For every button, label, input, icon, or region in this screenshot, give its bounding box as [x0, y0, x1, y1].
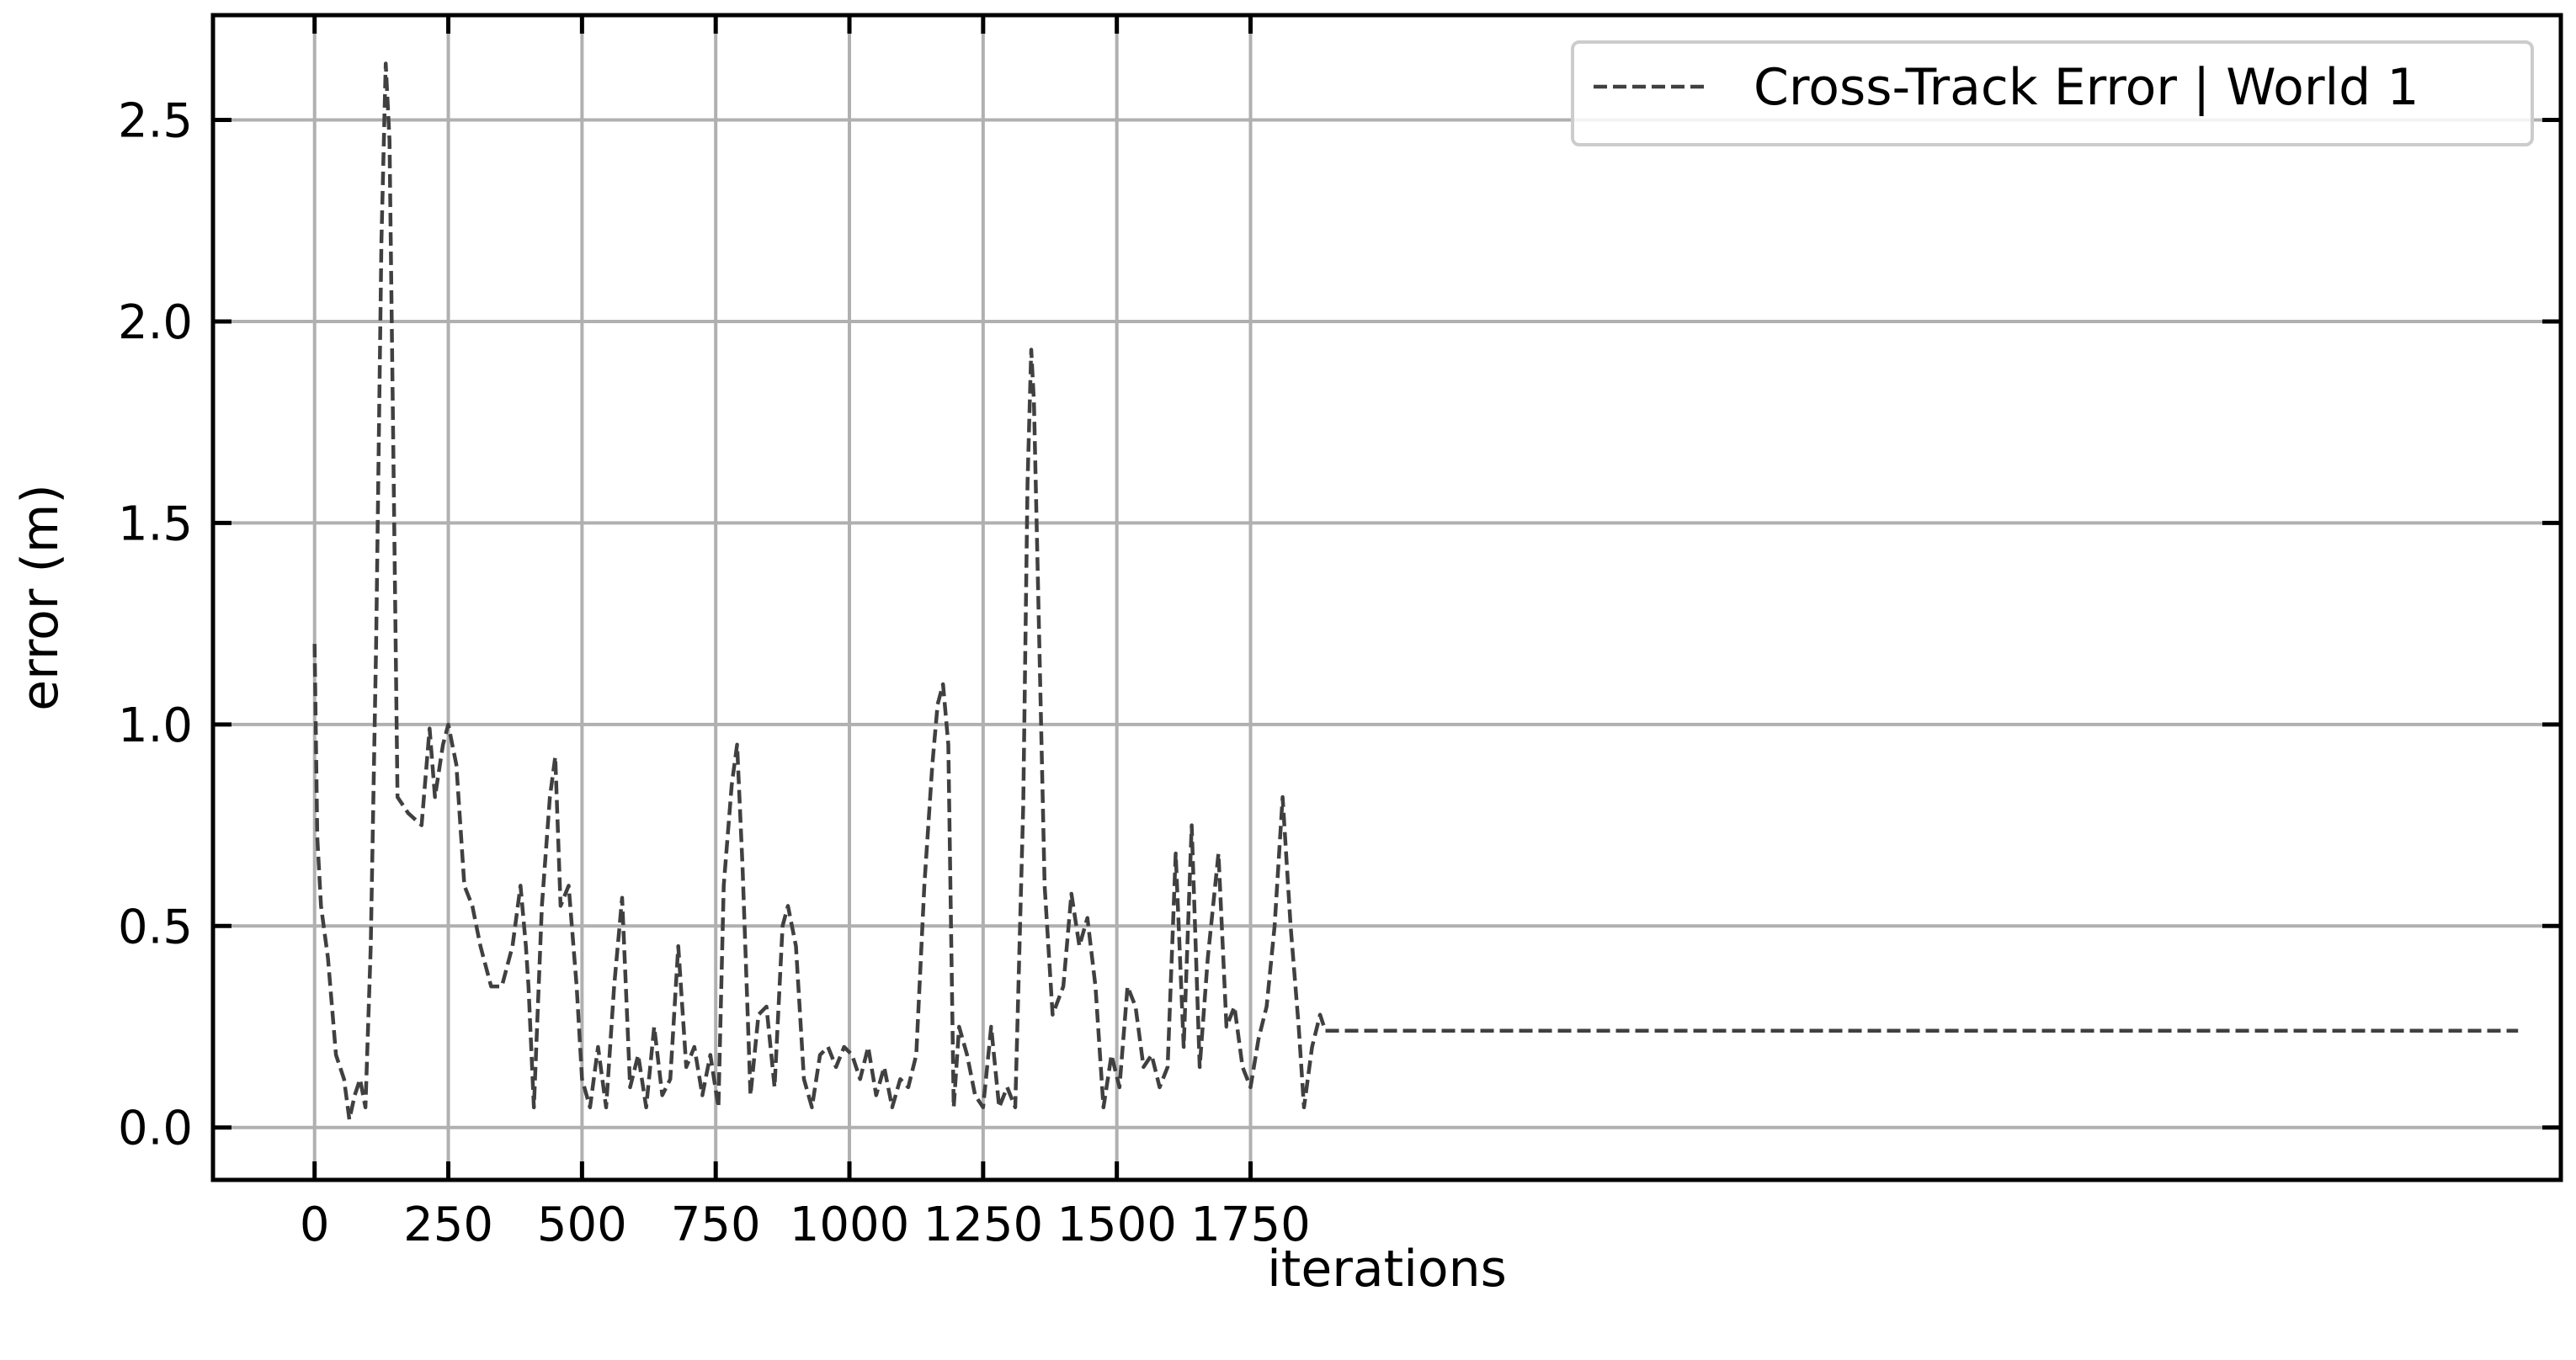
x-tick-label: 1750 — [1190, 1198, 1311, 1252]
x-tick-label: 0 — [300, 1198, 330, 1252]
y-axis-label: error (m) — [11, 484, 70, 711]
series-lines — [312, 61, 2519, 1122]
legend: Cross-Track Error | World 1 — [1571, 40, 2534, 146]
x-tick-label: 500 — [537, 1198, 627, 1252]
legend-box — [1571, 40, 2534, 146]
tick-labels: 0 250 500 750 1000 1250 1500 1750 0.0 0.5 1.0 1.5 2.… — [118, 94, 1311, 1252]
x-tick-label: 250 — [403, 1198, 493, 1252]
y-tick-label: 1.0 — [118, 699, 193, 753]
x-tick-label: 1000 — [790, 1198, 910, 1252]
x-tick-label: 1500 — [1056, 1198, 1177, 1252]
ticks — [213, 15, 2561, 1180]
y-tick-label: 0.5 — [118, 900, 193, 954]
legend-label: Cross-Track Error | World 1 — [1754, 58, 2419, 117]
x-tick-label: 750 — [671, 1198, 761, 1252]
plot-frame — [210, 13, 2563, 1182]
y-tick-label: 2.0 — [118, 295, 193, 350]
x-tick-label: 1250 — [923, 1198, 1044, 1252]
series-line — [312, 61, 2519, 1122]
y-tick-label: 1.5 — [118, 497, 193, 551]
y-tick-label: 2.5 — [118, 94, 193, 149]
x-axis-label: iterations — [1267, 1240, 1507, 1299]
y-tick-label: 0.0 — [118, 1102, 193, 1156]
